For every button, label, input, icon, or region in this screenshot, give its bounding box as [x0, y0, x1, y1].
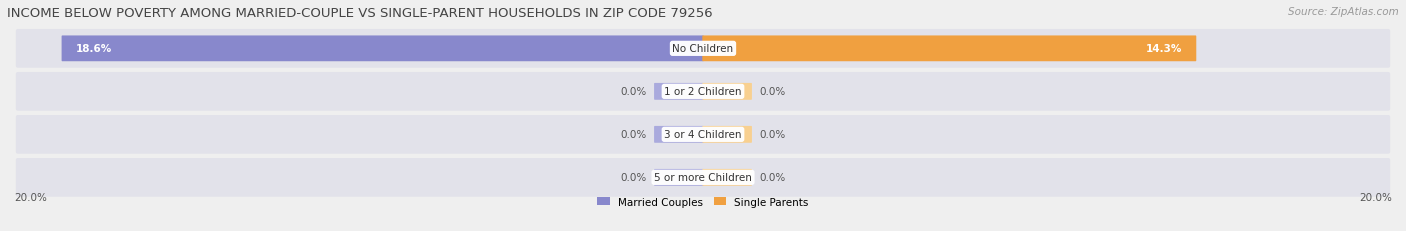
FancyBboxPatch shape: [654, 169, 703, 186]
FancyBboxPatch shape: [654, 84, 703, 100]
Text: 0.0%: 0.0%: [759, 173, 786, 182]
FancyBboxPatch shape: [654, 126, 703, 143]
Text: 14.3%: 14.3%: [1146, 44, 1182, 54]
FancyBboxPatch shape: [62, 36, 703, 62]
Text: 0.0%: 0.0%: [759, 130, 786, 140]
Text: INCOME BELOW POVERTY AMONG MARRIED-COUPLE VS SINGLE-PARENT HOUSEHOLDS IN ZIP COD: INCOME BELOW POVERTY AMONG MARRIED-COUPL…: [7, 7, 713, 20]
Text: 0.0%: 0.0%: [620, 130, 647, 140]
FancyBboxPatch shape: [15, 30, 1391, 68]
Text: 20.0%: 20.0%: [14, 192, 46, 202]
Text: 3 or 4 Children: 3 or 4 Children: [664, 130, 742, 140]
Text: 5 or more Children: 5 or more Children: [654, 173, 752, 182]
FancyBboxPatch shape: [15, 158, 1391, 197]
Text: 0.0%: 0.0%: [620, 173, 647, 182]
FancyBboxPatch shape: [703, 84, 752, 100]
Text: 18.6%: 18.6%: [76, 44, 112, 54]
Text: 20.0%: 20.0%: [1360, 192, 1392, 202]
Text: No Children: No Children: [672, 44, 734, 54]
FancyBboxPatch shape: [15, 73, 1391, 111]
FancyBboxPatch shape: [15, 116, 1391, 154]
Text: 0.0%: 0.0%: [620, 87, 647, 97]
FancyBboxPatch shape: [703, 36, 1197, 62]
Legend: Married Couples, Single Parents: Married Couples, Single Parents: [598, 197, 808, 207]
FancyBboxPatch shape: [703, 126, 752, 143]
Text: 1 or 2 Children: 1 or 2 Children: [664, 87, 742, 97]
Text: Source: ZipAtlas.com: Source: ZipAtlas.com: [1288, 7, 1399, 17]
FancyBboxPatch shape: [703, 169, 752, 186]
Text: 0.0%: 0.0%: [759, 87, 786, 97]
